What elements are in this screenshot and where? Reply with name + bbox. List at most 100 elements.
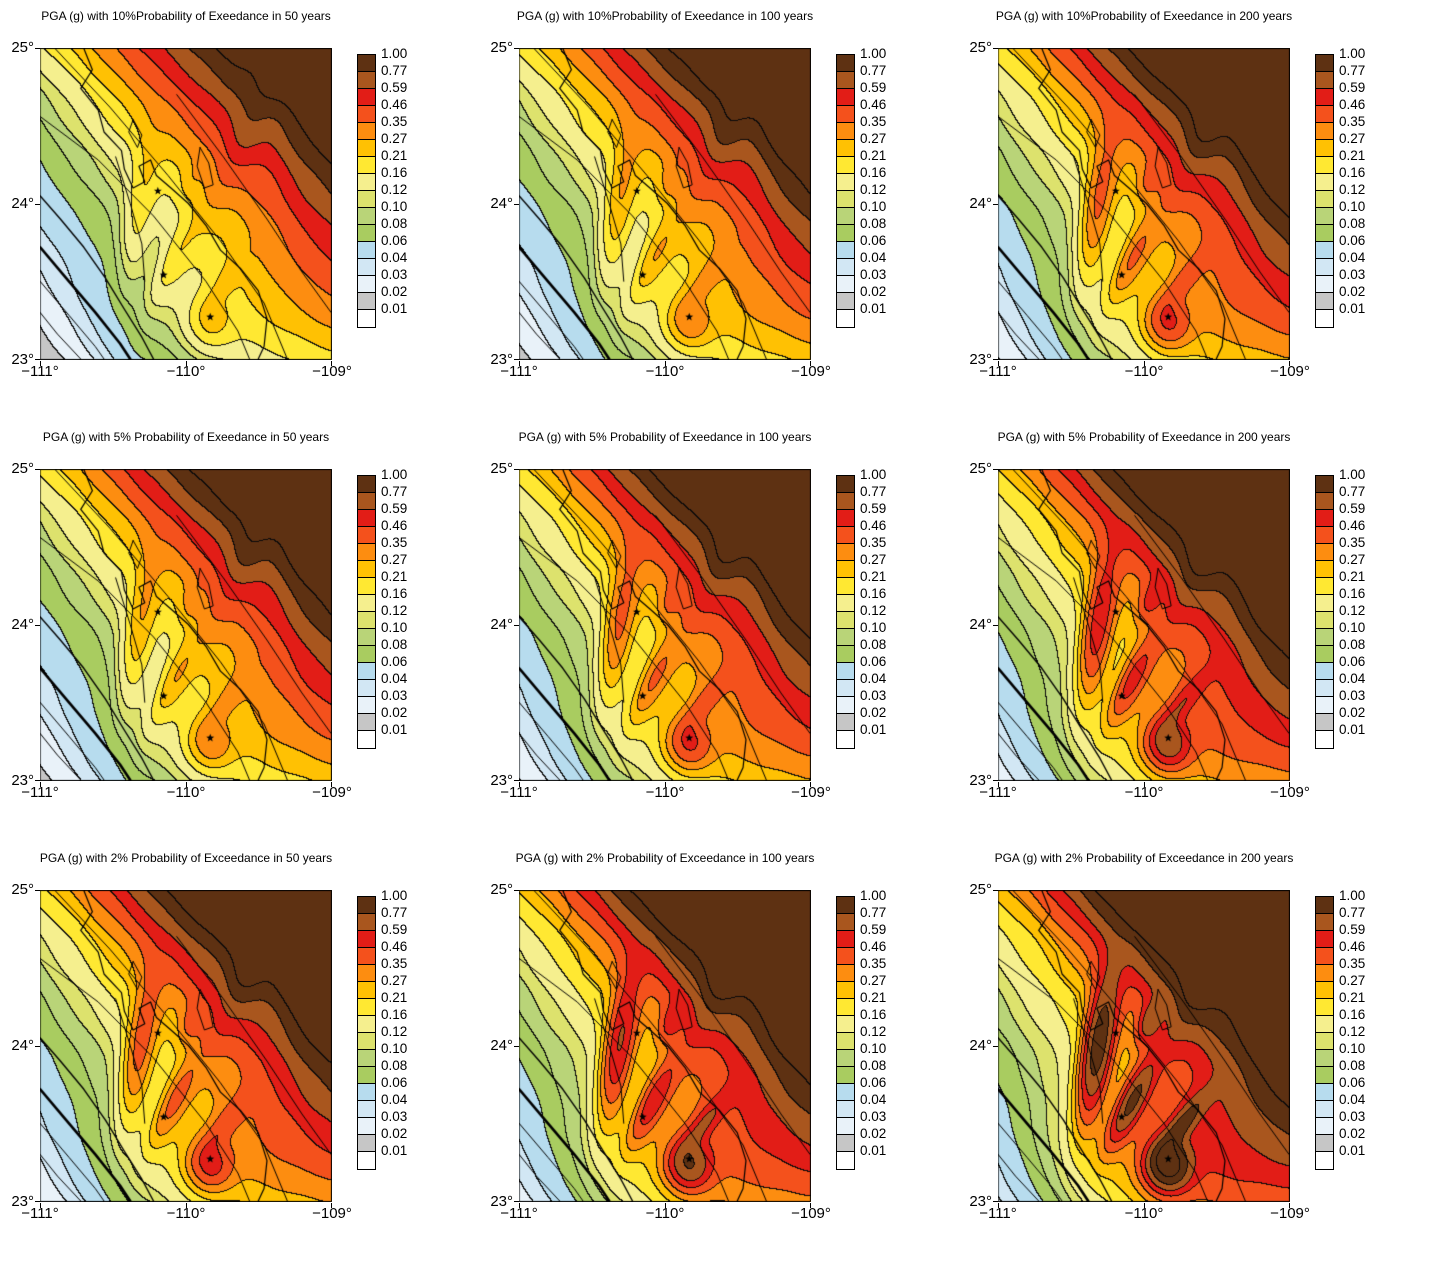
colorbar-tick-label: 0.16 <box>381 1007 408 1022</box>
map-panel: PGA (g) with 5% Probability of Exeedance… <box>0 421 479 842</box>
colorbar-cell <box>1316 123 1333 140</box>
colorbar-tick-label: 0.04 <box>1339 250 1366 265</box>
colorbar-cell <box>358 1101 375 1118</box>
colorbar-cell <box>1316 72 1333 89</box>
x-axis-tick-label: −110° <box>1124 1205 1164 1222</box>
colorbar-cell <box>358 225 375 242</box>
colorbar-tick-label: 0.59 <box>860 922 887 937</box>
colorbar-cell <box>1316 1033 1333 1050</box>
x-axis-tick-label: −109° <box>312 363 352 380</box>
colorbar-cell <box>837 1033 854 1050</box>
colorbar-tick-label: 0.03 <box>860 688 887 703</box>
colorbar-tick-label: 0.03 <box>381 267 408 282</box>
y-axis-tick <box>35 625 40 626</box>
colorbar-tick-label: 0.04 <box>381 250 408 265</box>
colorbar-tick-label: 0.77 <box>1339 905 1366 920</box>
colorbar-tick-label: 0.16 <box>860 586 887 601</box>
colorbar-tick-label: 0.46 <box>1339 518 1366 533</box>
colorbar-cell <box>837 259 854 276</box>
colorbar-cell <box>837 157 854 174</box>
colorbar-cell <box>837 293 854 310</box>
colorbar-tick-label: 0.06 <box>381 1075 408 1090</box>
colorbar-tick-label: 1.00 <box>860 46 887 61</box>
colorbar-tick-label: 0.46 <box>1339 939 1366 954</box>
colorbar-cell <box>358 140 375 157</box>
colorbar-tick-label: 0.46 <box>1339 97 1366 112</box>
colorbar-tick-label: 0.03 <box>1339 267 1366 282</box>
colorbar-cell <box>358 965 375 982</box>
colorbar-cell <box>837 731 854 748</box>
colorbar-cell <box>358 1135 375 1152</box>
colorbar-tick-label: 0.21 <box>381 990 408 1005</box>
y-axis-tick-label: 23° <box>11 351 34 368</box>
colorbar-tick-label: 0.03 <box>860 267 887 282</box>
x-axis-tick-label: −109° <box>312 1205 352 1222</box>
colorbar-tick-label: 0.01 <box>381 301 408 316</box>
y-axis-tick <box>514 1201 519 1202</box>
x-axis-tick <box>998 1203 999 1208</box>
colorbar-cell <box>837 1067 854 1084</box>
colorbar-tick-label: 0.35 <box>381 956 408 971</box>
colorbar-cell <box>358 931 375 948</box>
colorbar-cell <box>358 1084 375 1101</box>
colorbar-tick-label: 0.10 <box>1339 620 1366 635</box>
colorbar-cell <box>358 123 375 140</box>
y-axis-tick-label: 25° <box>490 460 513 477</box>
colorbar <box>357 54 376 328</box>
colorbar-tick-label: 0.16 <box>860 1007 887 1022</box>
colorbar-tick-label: 0.46 <box>381 518 408 533</box>
colorbar-tick-label: 0.01 <box>381 722 408 737</box>
colorbar-tick-label: 0.06 <box>1339 1075 1366 1090</box>
panel-title: PGA (g) with 2% Probability of Exceedanc… <box>994 851 1294 865</box>
colorbar-cell <box>358 527 375 544</box>
x-axis-tick-label: −109° <box>791 1205 831 1222</box>
x-axis-tick-label: −111° <box>979 1205 1017 1222</box>
colorbar-tick-label: 0.06 <box>381 233 408 248</box>
colorbar-cell <box>837 1118 854 1135</box>
x-axis-tick-label: −111° <box>500 1205 538 1222</box>
colorbar-tick-label: 0.04 <box>1339 1092 1366 1107</box>
colorbar-tick-label: 0.06 <box>860 654 887 669</box>
x-axis-tick <box>810 1203 811 1208</box>
y-axis-tick <box>35 204 40 205</box>
colorbar-tick-label: 0.77 <box>860 484 887 499</box>
colorbar-tick-label: 0.04 <box>381 671 408 686</box>
x-axis-tick <box>519 1203 520 1208</box>
contour-map <box>519 469 811 781</box>
y-axis-tick-label: 24° <box>969 1037 992 1054</box>
colorbar-tick-label: 1.00 <box>381 888 408 903</box>
colorbar-cell <box>1316 595 1333 612</box>
colorbar-cell <box>1316 259 1333 276</box>
colorbar-tick-label: 0.03 <box>381 1109 408 1124</box>
colorbar <box>836 896 855 1170</box>
colorbar-tick-label: 0.12 <box>1339 1024 1366 1039</box>
x-axis-tick-label: −110° <box>645 363 685 380</box>
colorbar-cell <box>358 1050 375 1067</box>
colorbar-cell <box>1316 914 1333 931</box>
colorbar-cell <box>358 561 375 578</box>
colorbar-tick-label: 0.27 <box>1339 973 1366 988</box>
colorbar-cell <box>837 982 854 999</box>
colorbar-tick-label: 0.10 <box>860 620 887 635</box>
y-axis-tick-label: 25° <box>490 881 513 898</box>
colorbar-cell <box>1316 1135 1333 1152</box>
x-axis-tick <box>519 782 520 787</box>
y-axis-tick-label: 24° <box>11 195 34 212</box>
colorbar-cell <box>358 1033 375 1050</box>
colorbar-tick-label: 0.46 <box>860 939 887 954</box>
colorbar-cell <box>358 293 375 310</box>
colorbar-tick-label: 0.59 <box>1339 922 1366 937</box>
colorbar-tick-label: 0.12 <box>381 603 408 618</box>
y-axis-tick-label: 25° <box>969 39 992 56</box>
colorbar-cell <box>358 174 375 191</box>
colorbar-tick-label: 0.08 <box>381 1058 408 1073</box>
colorbar-cell <box>837 72 854 89</box>
map-panel: PGA (g) with 10%Probability of Exeedance… <box>479 0 958 421</box>
colorbar-tick-label: 0.77 <box>381 63 408 78</box>
y-axis-tick-label: 24° <box>11 616 34 633</box>
y-axis-tick <box>35 48 40 49</box>
colorbar-cell <box>358 897 375 914</box>
colorbar-tick-label: 0.21 <box>860 148 887 163</box>
colorbar-tick-label: 0.04 <box>1339 671 1366 686</box>
